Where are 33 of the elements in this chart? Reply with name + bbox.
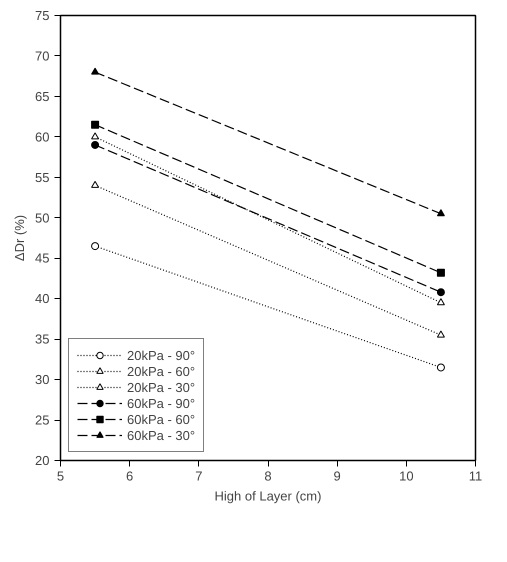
point bbox=[91, 120, 100, 129]
x-tick-label: 5 bbox=[56, 468, 64, 484]
y-tick-label: 45 bbox=[35, 250, 50, 266]
x-tick-label: 10 bbox=[399, 468, 414, 484]
y-tick-label: 65 bbox=[35, 88, 50, 104]
x-tick-label: 8 bbox=[264, 468, 272, 484]
legend-label: 60kPa - 90° bbox=[127, 395, 196, 411]
point bbox=[436, 288, 445, 296]
y-tick-label: 50 bbox=[35, 210, 50, 226]
y-tick-label: 40 bbox=[35, 291, 50, 306]
point bbox=[436, 363, 445, 372]
x-tick-label: 6 bbox=[126, 468, 134, 484]
y-tick-label: 70 bbox=[35, 48, 50, 64]
legend-label: 60kPa - 30° bbox=[127, 427, 196, 443]
legend-label: 20kPa - 90° bbox=[127, 347, 196, 363]
x-tick-label: 9 bbox=[334, 468, 341, 484]
y-tick-label: 35 bbox=[35, 332, 50, 347]
y-tick-label: 20 bbox=[35, 453, 50, 468]
y-tick-label: 60 bbox=[35, 129, 50, 144]
y-tick-label: 55 bbox=[35, 170, 50, 185]
y-tick-label: 30 bbox=[35, 372, 50, 388]
point bbox=[91, 242, 100, 250]
x-axis-title: High of Layer (cm) bbox=[214, 488, 322, 504]
y-tick-label: 25 bbox=[35, 412, 50, 428]
y-tick-label: 75 bbox=[35, 8, 50, 23]
legend-label: 20kPa - 60° bbox=[127, 363, 196, 379]
point bbox=[91, 140, 100, 149]
point bbox=[436, 268, 445, 277]
x-tick-label: 7 bbox=[195, 468, 202, 484]
legend-label: 20kPa - 30° bbox=[127, 379, 196, 395]
y-axis-title: ΔDr (%) bbox=[12, 214, 28, 262]
legend-label: 60kPa - 60° bbox=[127, 411, 196, 427]
x-tick-label: 11 bbox=[468, 468, 482, 484]
